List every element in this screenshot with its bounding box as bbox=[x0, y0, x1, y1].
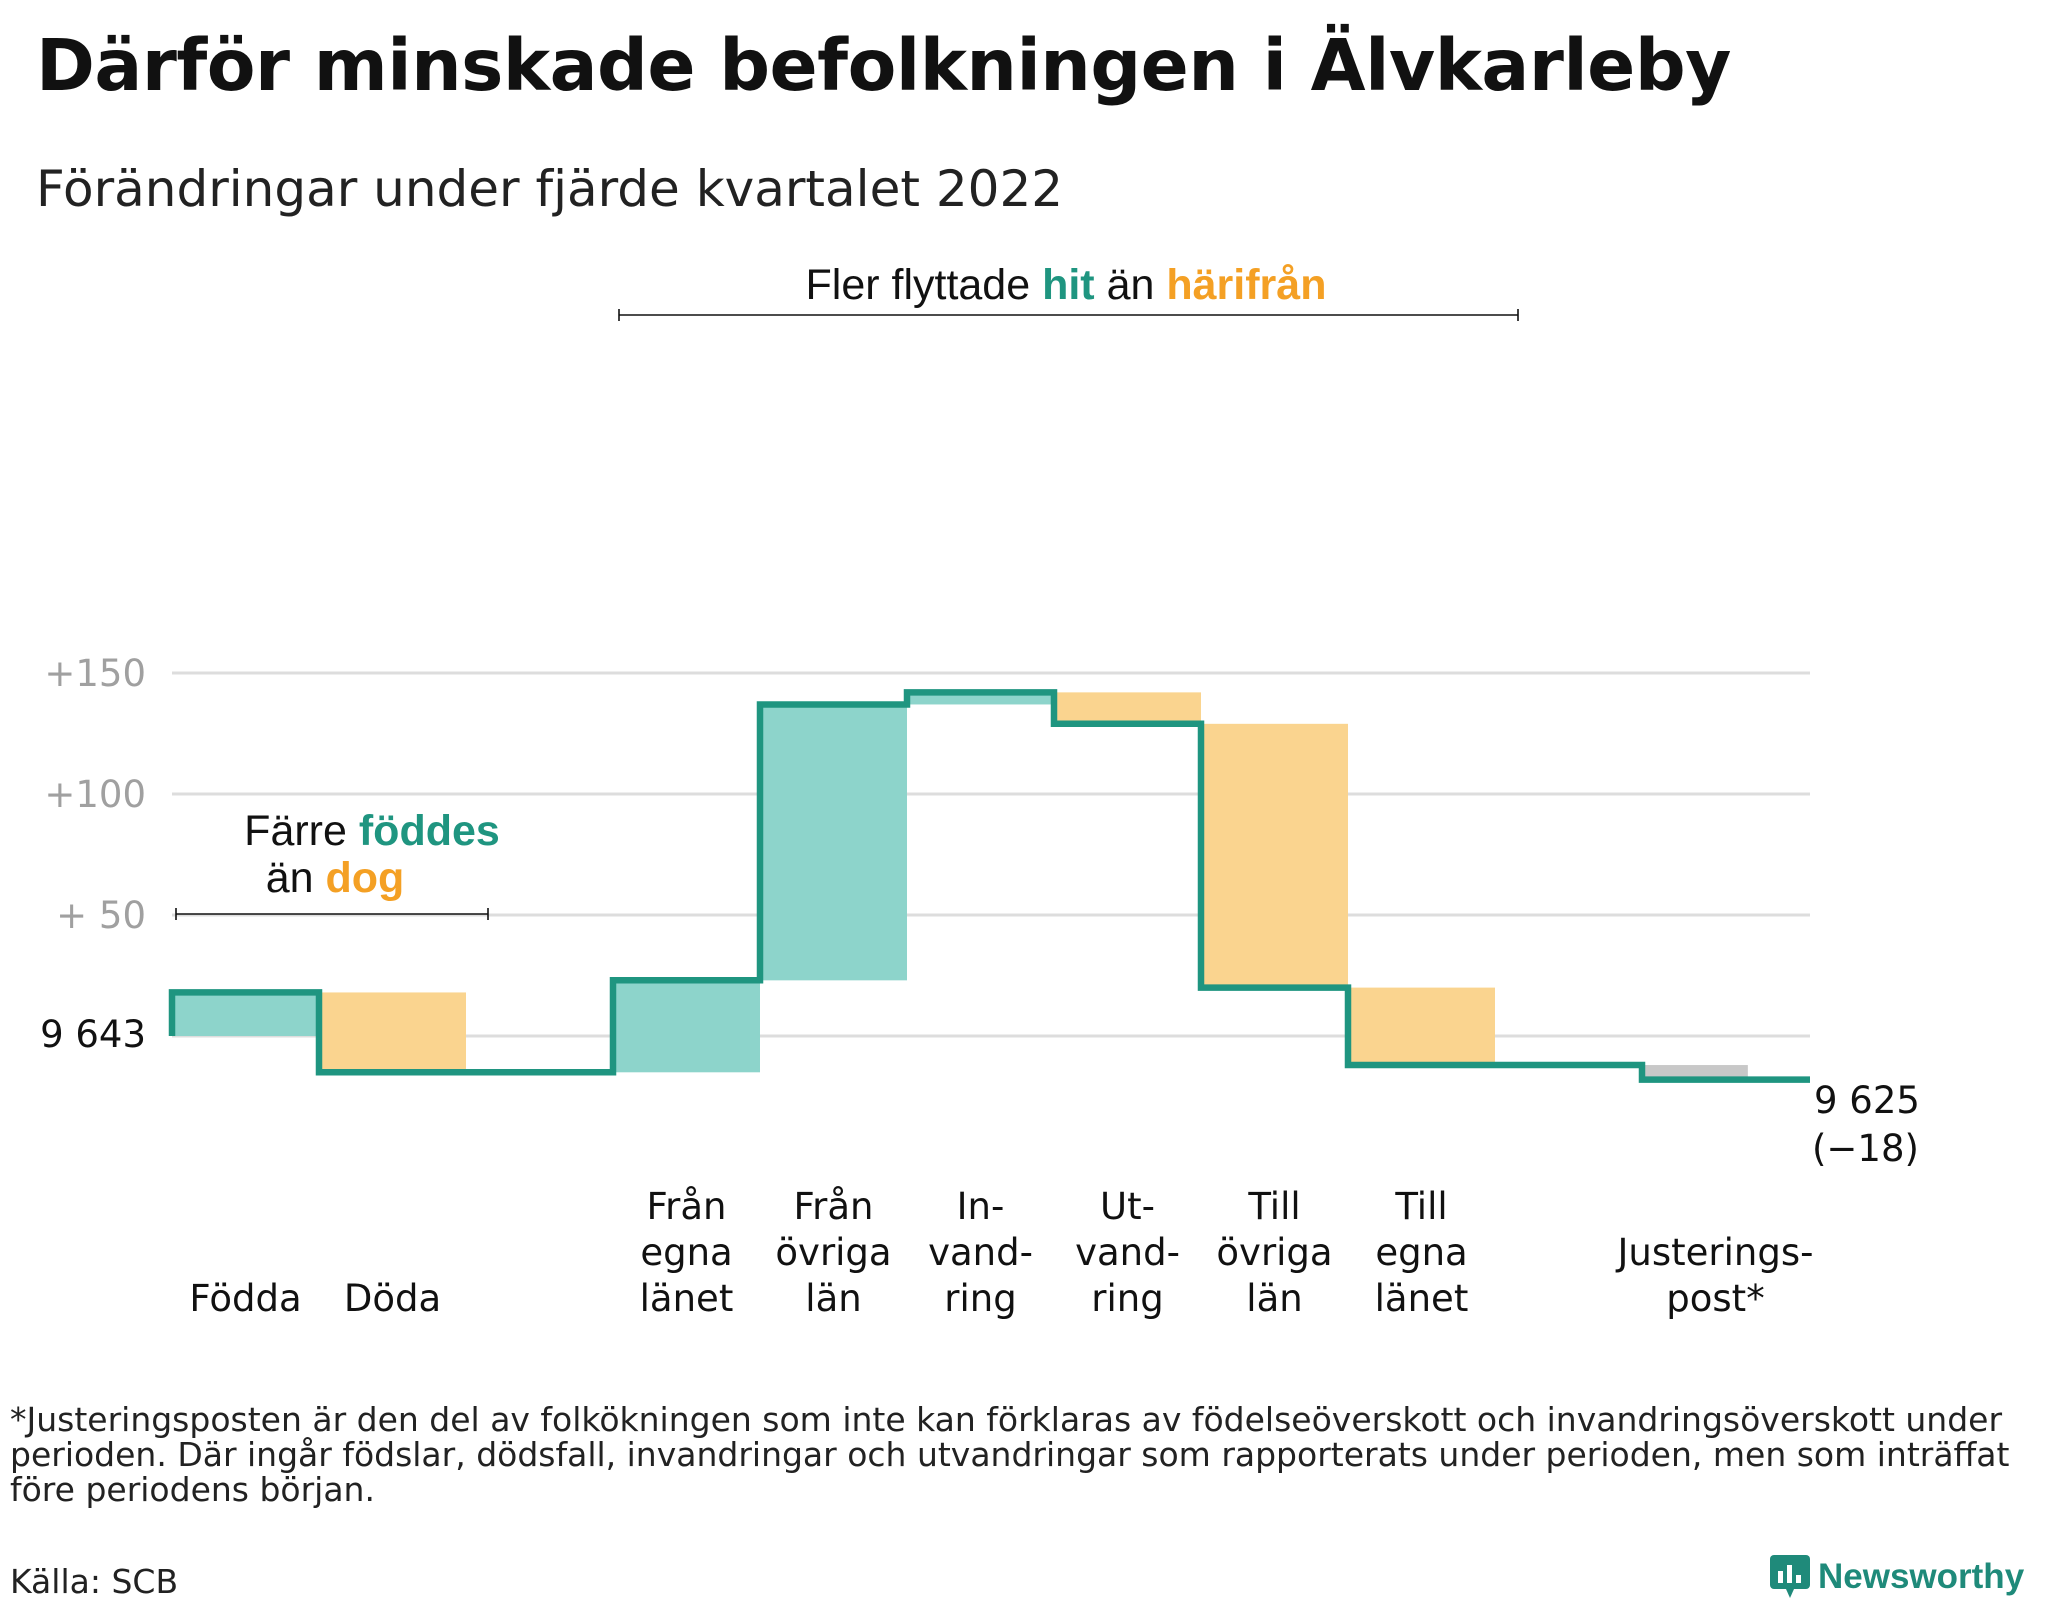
annotation-migration: Fler flyttade hit än härifrån bbox=[618, 261, 1519, 321]
source-label: Källa: SCB bbox=[10, 1562, 179, 1601]
annotation-highlight-born: föddes bbox=[359, 807, 500, 855]
category-label: In- bbox=[957, 1185, 1005, 1228]
bar-decrease bbox=[1201, 723, 1348, 988]
bar-adjustment bbox=[1642, 1065, 1748, 1080]
annotation-plain: Färre bbox=[244, 807, 359, 855]
category-label: egna bbox=[1375, 1231, 1467, 1274]
bar-decrease bbox=[1348, 987, 1495, 1066]
annotation-plain: än bbox=[1095, 261, 1167, 309]
start-value-label: 9 643 bbox=[40, 1013, 146, 1056]
annotation-births-deaths: Färre föddes än dog bbox=[175, 807, 500, 920]
category-label: vand- bbox=[1075, 1231, 1180, 1274]
y-axis-ticks: +150 +100 + 50 bbox=[44, 652, 146, 937]
brand-logo: Newsworthy bbox=[1770, 1555, 2024, 1599]
category-label: Till bbox=[1247, 1185, 1300, 1228]
category-label: länet bbox=[1375, 1277, 1469, 1320]
brand-name: Newsworthy bbox=[1818, 1557, 2025, 1596]
category-label: Döda bbox=[344, 1277, 441, 1320]
bar-increase bbox=[172, 992, 319, 1036]
category-label: vand- bbox=[928, 1231, 1033, 1274]
end-value: 9 625 bbox=[1814, 1079, 1920, 1122]
chart-subtitle: Förändringar under fjärde kvartalet 2022 bbox=[36, 160, 1064, 218]
bars bbox=[172, 692, 1748, 1080]
category-label: län bbox=[805, 1277, 861, 1320]
step-line bbox=[168, 689, 1810, 1083]
start-value: 9 643 bbox=[40, 1013, 146, 1056]
category-label: länet bbox=[640, 1277, 734, 1320]
category-label: övriga bbox=[775, 1231, 891, 1274]
annotation-line-2: än dog bbox=[266, 854, 405, 902]
category-label: ring bbox=[1091, 1277, 1163, 1320]
annotation-plain: än bbox=[266, 854, 326, 902]
annotation-highlight-hit: hit bbox=[1042, 261, 1095, 309]
annotation-line-1: Färre föddes bbox=[244, 807, 500, 855]
end-value-label: 9 625 (−18) bbox=[1812, 1079, 1920, 1170]
category-label: Från bbox=[794, 1185, 874, 1228]
chart-title: Därför minskade befolkningen i Älvkarleb… bbox=[36, 24, 1731, 107]
end-change: (−18) bbox=[1812, 1127, 1919, 1170]
category-label: Justerings- bbox=[1616, 1231, 1814, 1274]
category-label: Från bbox=[647, 1185, 727, 1228]
annotation-plain: Fler flyttade bbox=[806, 261, 1043, 309]
category-label: post* bbox=[1666, 1277, 1764, 1320]
y-tick-label: +100 bbox=[44, 773, 146, 816]
newsworthy-logo-icon bbox=[1770, 1555, 1810, 1598]
category-label: län bbox=[1246, 1277, 1302, 1320]
annotation-highlight-harifran: härifrån bbox=[1166, 261, 1326, 309]
y-tick-label: + 50 bbox=[56, 894, 146, 937]
category-label: Födda bbox=[189, 1277, 301, 1320]
category-label: övriga bbox=[1216, 1231, 1332, 1274]
category-label: Till bbox=[1394, 1185, 1447, 1228]
category-labels: Födda DödaFrånegnalänetFrånövrigalänIn-va… bbox=[189, 1185, 1813, 1320]
annotation-highlight-died: dog bbox=[325, 854, 404, 902]
annotation-migration-text: Fler flyttade hit än härifrån bbox=[806, 261, 1327, 309]
category-label: ring bbox=[944, 1277, 1016, 1320]
bar-increase bbox=[613, 980, 760, 1073]
category-label: Ut- bbox=[1100, 1185, 1155, 1228]
waterfall-chart: +150+100+ 50 Födda DödaFrånegnalänetFrånö… bbox=[40, 261, 1920, 1320]
y-tick-label: +150 bbox=[44, 652, 146, 695]
bar-increase bbox=[760, 704, 907, 981]
category-label: egna bbox=[640, 1231, 732, 1274]
cumulative-step-line bbox=[168, 689, 1810, 1083]
bar-decrease bbox=[1054, 692, 1201, 724]
footnote: *Justeringsposten är den del av folkökni… bbox=[10, 1400, 2010, 1509]
bar-decrease bbox=[319, 992, 466, 1073]
